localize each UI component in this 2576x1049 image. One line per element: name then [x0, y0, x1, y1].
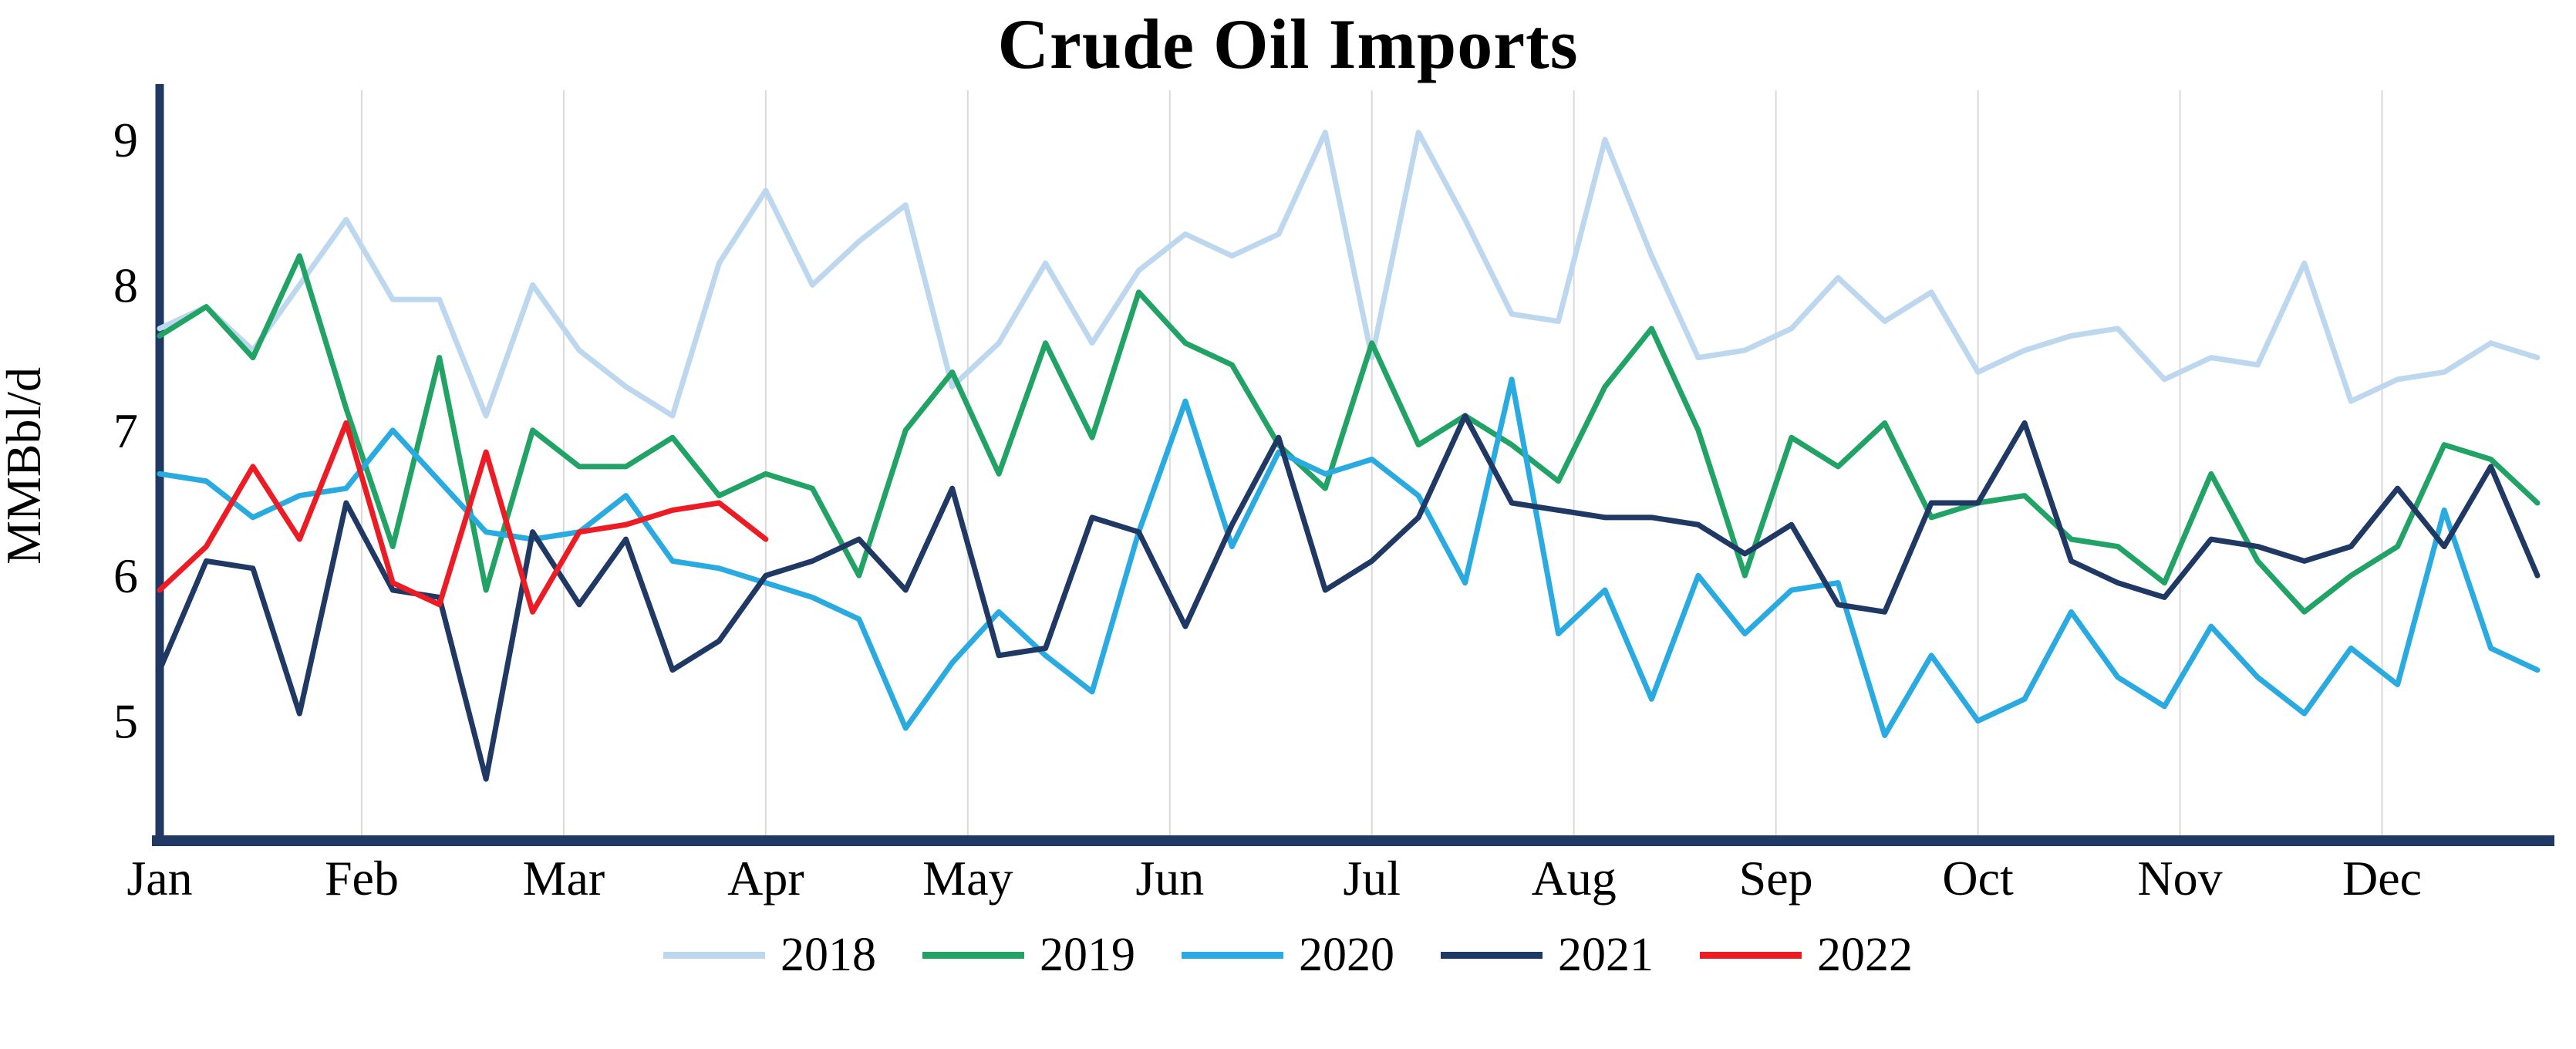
- legend-item-2020: 2020: [1182, 926, 1394, 984]
- legend-label-2021: 2021: [1558, 928, 1654, 981]
- legend-swatch-2018: [663, 951, 765, 959]
- legend-item-2022: 2022: [1700, 926, 1913, 984]
- legend-swatch-2022: [1700, 951, 1802, 959]
- x-tick-label: Feb: [325, 851, 399, 906]
- y-tick-label: 6: [113, 548, 138, 603]
- series-line-2021: [157, 413, 2541, 782]
- x-tick-label: Oct: [1942, 851, 2014, 906]
- legend-swatch-2021: [1441, 951, 1543, 959]
- legend-label-2019: 2019: [1040, 928, 1135, 981]
- legend-item-2019: 2019: [922, 926, 1135, 984]
- legend-label-2018: 2018: [781, 928, 876, 981]
- x-tick-label: Apr: [727, 851, 804, 906]
- y-tick-label: 7: [113, 403, 138, 458]
- legend-label-2022: 2022: [1817, 928, 1913, 981]
- x-tick-label: Sep: [1739, 851, 1813, 906]
- x-tick-label: Jan: [126, 851, 192, 906]
- series-line-2018: [157, 130, 2541, 419]
- x-tick-label: May: [922, 851, 1013, 906]
- legend-swatch-2019: [922, 951, 1024, 959]
- x-tick-label: Jun: [1135, 851, 1204, 906]
- x-tick-label: Mar: [523, 851, 605, 906]
- y-tick-label: 9: [113, 113, 138, 167]
- series-line-2019: [157, 253, 2541, 615]
- series-line-2022: [157, 420, 769, 615]
- y-axis-label: MMBbl/d: [0, 367, 51, 565]
- y-tick-label: 8: [113, 258, 138, 312]
- chart-legend: 2018 2019 2020 2021 2022: [0, 926, 2576, 984]
- legend-item-2021: 2021: [1441, 926, 1654, 984]
- series-line-2020: [157, 376, 2541, 738]
- y-tick-label: 5: [113, 694, 138, 749]
- x-tick-label: Dec: [2342, 851, 2422, 906]
- x-tick-label: Jul: [1343, 851, 1401, 906]
- legend-label-2020: 2020: [1299, 928, 1394, 981]
- x-tick-label: Aug: [1532, 851, 1617, 906]
- chart-title: Crude Oil Imports: [997, 5, 1579, 83]
- legend-swatch-2020: [1182, 951, 1283, 959]
- x-tick-label: Nov: [2137, 851, 2222, 906]
- line-chart: MMBbl/d 9 8 7 6 5 Jan Feb Mar Apr May Jun Jul Aug Sep…: [0, 84, 2554, 906]
- legend-item-2018: 2018: [663, 926, 876, 984]
